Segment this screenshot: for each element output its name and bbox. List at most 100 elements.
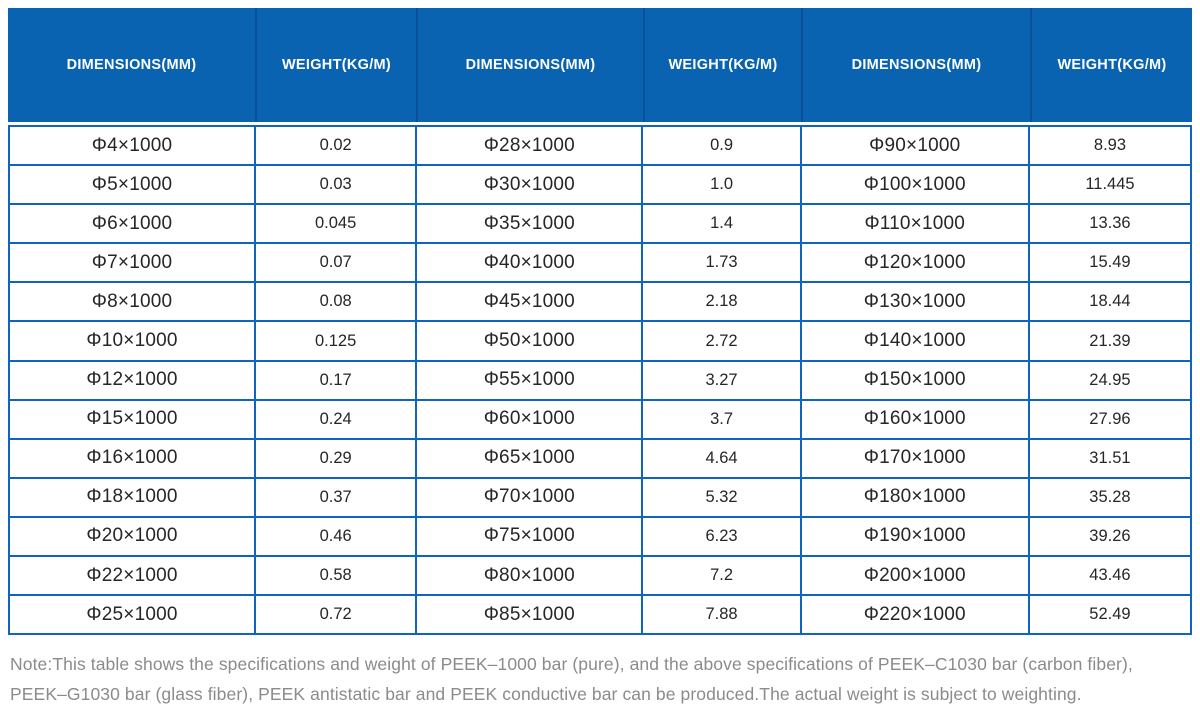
dimensions-cell: Φ5×1000 — [10, 166, 255, 204]
table-row: Φ5×1000 0.03 Φ30×1000 1.0 Φ100×1000 11.445 — [10, 166, 1190, 204]
weight-cell: 0.125 — [256, 322, 416, 360]
dimensions-cell: Φ200×1000 — [801, 557, 1028, 595]
dimensions-cell: Φ12×1000 — [10, 361, 255, 399]
dimensions-cell: Φ30×1000 — [417, 166, 642, 204]
weight-cell: 0.58 — [256, 557, 416, 595]
weight-cell: 5.32 — [643, 478, 800, 516]
weight-cell: 0.02 — [256, 127, 416, 165]
dimensions-cell: Φ45×1000 — [417, 283, 642, 321]
table-row: Φ25×1000 0.72 Φ85×1000 7.88 Φ220×1000 52.49 — [10, 596, 1190, 634]
weight-cell: 6.23 — [643, 517, 800, 556]
weight-cell: 1.73 — [643, 244, 800, 282]
weight-cell: 0.07 — [256, 244, 416, 282]
dimensions-cell: Φ140×1000 — [801, 322, 1028, 360]
weight-cell: 43.46 — [1029, 557, 1190, 595]
weight-cell: 0.045 — [256, 205, 416, 243]
dimensions-cell: Φ8×1000 — [10, 283, 255, 321]
dimensions-cell: Φ65×1000 — [417, 439, 642, 477]
dimensions-cell: Φ180×1000 — [801, 478, 1028, 516]
dimensions-cell: Φ35×1000 — [417, 205, 642, 243]
header-dimensions-3: DIMENSIONS(MM) — [801, 8, 1030, 122]
dimensions-cell: Φ110×1000 — [801, 205, 1028, 243]
weight-cell: 4.64 — [643, 439, 800, 477]
dimensions-cell: Φ160×1000 — [801, 400, 1028, 438]
dimensions-cell: Φ25×1000 — [10, 596, 255, 634]
header-dimensions-1: DIMENSIONS(MM) — [66, 57, 197, 73]
weight-cell: 7.2 — [643, 557, 800, 595]
weight-cell: 21.39 — [1029, 322, 1190, 360]
dimensions-cell: Φ170×1000 — [801, 439, 1028, 477]
weight-cell: 39.26 — [1029, 517, 1190, 556]
weight-cell: 2.72 — [643, 322, 800, 360]
header-weight-1: WEIGHT(KG/M) — [255, 8, 416, 122]
header-weight-2: WEIGHT(KG/M) — [643, 8, 801, 122]
dimensions-cell: Φ7×1000 — [10, 244, 255, 282]
weight-cell: 52.49 — [1029, 596, 1190, 634]
table-row: Φ7×1000 0.07 Φ40×1000 1.73 Φ120×1000 15.49 — [10, 244, 1190, 282]
weight-cell: 24.95 — [1029, 361, 1190, 399]
dimensions-cell: Φ120×1000 — [801, 244, 1028, 282]
weight-cell: 11.445 — [1029, 166, 1190, 204]
dimensions-cell: Φ50×1000 — [417, 322, 642, 360]
weight-cell: 1.0 — [643, 166, 800, 204]
dimensions-cell: Φ70×1000 — [417, 478, 642, 516]
table-row: Φ16×1000 0.29 Φ65×1000 4.64 Φ170×1000 31.51 — [10, 439, 1190, 477]
weight-cell: 1.4 — [643, 205, 800, 243]
weight-cell: 18.44 — [1029, 283, 1190, 321]
dimensions-cell: Φ220×1000 — [801, 596, 1028, 634]
weight-cell: 0.37 — [256, 478, 416, 516]
dimensions-cell: Φ55×1000 — [417, 361, 642, 399]
table-row: Φ18×1000 0.37 Φ70×1000 5.32 Φ180×1000 35.28 — [10, 478, 1190, 516]
weight-cell: 3.7 — [643, 400, 800, 438]
dimensions-cell: Φ90×1000 — [801, 127, 1028, 165]
dimensions-cell: Φ4×1000 — [10, 127, 255, 165]
dimensions-cell: Φ40×1000 — [417, 244, 642, 282]
dimensions-cell: Φ22×1000 — [10, 557, 255, 595]
dimensions-cell: Φ60×1000 — [417, 400, 642, 438]
header-weight-3: WEIGHT(KG/M) — [1030, 8, 1192, 122]
dimensions-cell: Φ16×1000 — [10, 439, 255, 477]
table-row: Φ12×1000 0.17 Φ55×1000 3.27 Φ150×1000 24.95 — [10, 361, 1190, 399]
dimensions-cell: Φ100×1000 — [801, 166, 1028, 204]
dimensions-cell: Φ150×1000 — [801, 361, 1028, 399]
dimensions-cell: Φ130×1000 — [801, 283, 1028, 321]
dimensions-cell: Φ10×1000 — [10, 322, 255, 360]
weight-cell: 0.08 — [256, 283, 416, 321]
weight-cell: 0.46 — [256, 517, 416, 556]
weight-cell: 0.9 — [643, 127, 800, 165]
weight-cell: 0.29 — [256, 439, 416, 477]
dimensions-cell: Φ6×1000 — [10, 205, 255, 243]
footnote: Note:This table shows the specifications… — [10, 654, 1133, 705]
weight-cell: 15.49 — [1029, 244, 1190, 282]
dimensions-cell: Φ85×1000 — [417, 596, 642, 634]
table-row: Φ10×1000 0.125 Φ50×1000 2.72 Φ140×1000 21.39 — [10, 322, 1190, 360]
dimensions-cell: Φ190×1000 — [801, 517, 1028, 556]
weight-cell: 8.93 — [1029, 127, 1190, 165]
dimensions-cell: Φ20×1000 — [10, 517, 255, 556]
weight-cell: 2.18 — [643, 283, 800, 321]
table-body: Φ4×1000 0.02 Φ28×1000 0.9 Φ90×1000 8.93 Φ5×100… — [8, 125, 1192, 636]
header-dimensions-2: DIMENSIONS(MM) — [416, 8, 643, 122]
table-row: Φ22×1000 0.58 Φ80×1000 7.2 Φ200×1000 43.46 — [10, 557, 1190, 595]
weight-cell: 35.28 — [1029, 478, 1190, 516]
table-row: Φ8×1000 0.08 Φ45×1000 2.18 Φ130×1000 18.44 — [10, 283, 1190, 321]
weight-cell: 3.27 — [643, 361, 800, 399]
weight-cell: 0.72 — [256, 596, 416, 634]
table-header-row: DIMENSIONS(MM) WEIGHT(KG/M) DIMENSIONS(M… — [8, 8, 1192, 122]
table-row: Φ20×1000 0.46 Φ75×1000 6.23 Φ190×1000 39.26 — [10, 517, 1190, 556]
dimensions-cell: Φ28×1000 — [417, 127, 642, 165]
weight-cell: 0.24 — [256, 400, 416, 438]
weight-cell: 0.17 — [256, 361, 416, 399]
table-row: Φ15×1000 0.24 Φ60×1000 3.7 Φ160×1000 27.96 — [10, 400, 1190, 438]
dimensions-cell: Φ75×1000 — [417, 517, 642, 556]
dimensions-cell: Φ18×1000 — [10, 478, 255, 516]
weight-cell: 27.96 — [1029, 400, 1190, 438]
dimensions-cell: Φ80×1000 — [417, 557, 642, 595]
weight-cell: 0.03 — [256, 166, 416, 204]
table-row: Φ6×1000 0.045 Φ35×1000 1.4 Φ110×1000 13.36 — [10, 205, 1190, 243]
weight-cell: 13.36 — [1029, 205, 1190, 243]
weight-cell: 7.88 — [643, 596, 800, 634]
weight-cell: 31.51 — [1029, 439, 1190, 477]
table-row: Φ4×1000 0.02 Φ28×1000 0.9 Φ90×1000 8.93 — [10, 127, 1190, 165]
